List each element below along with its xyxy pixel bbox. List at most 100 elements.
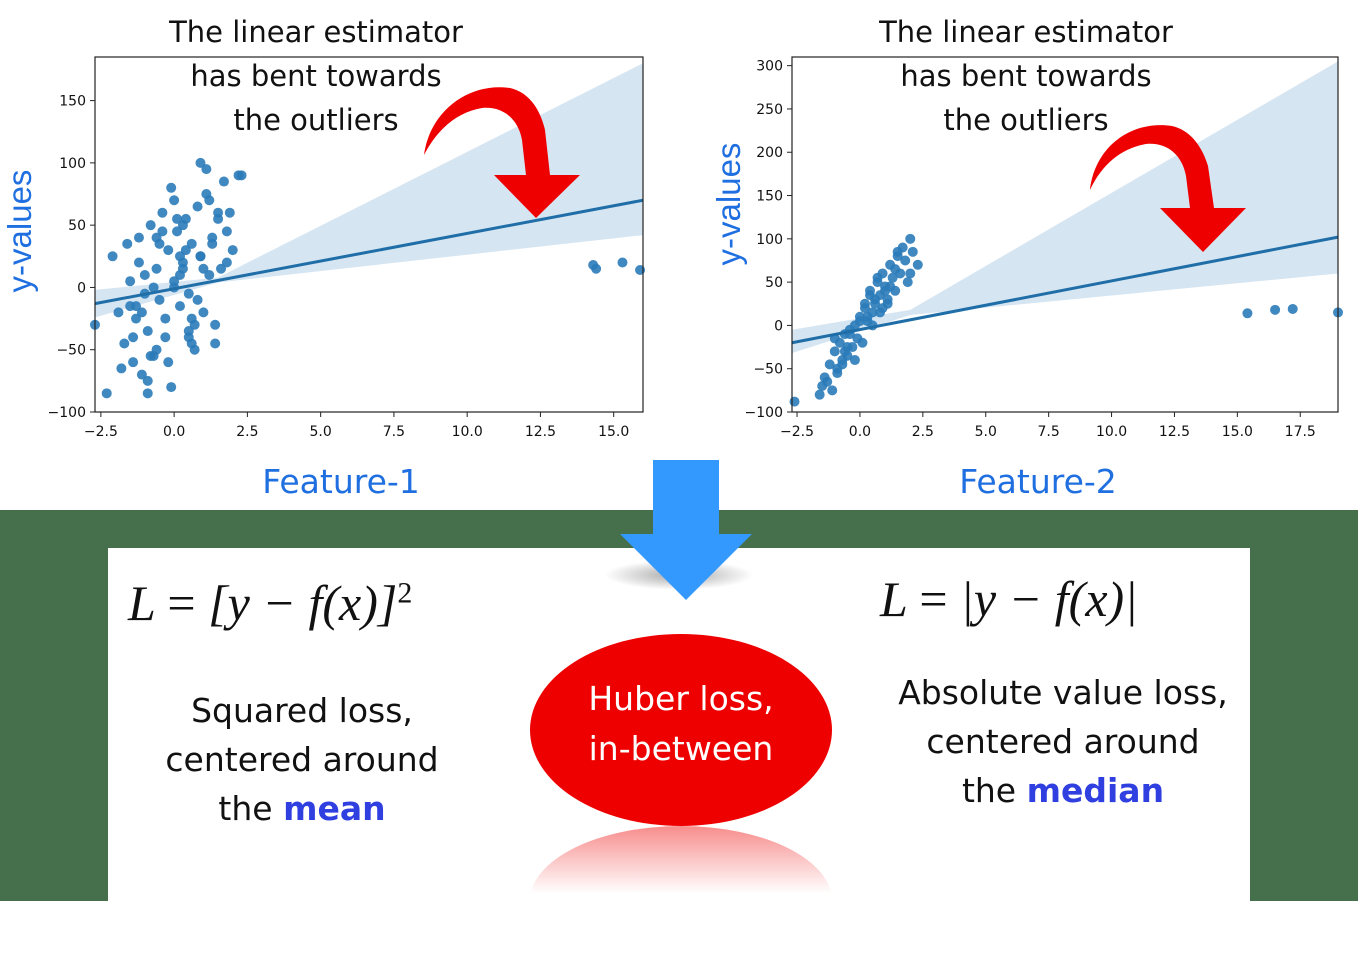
scatter-point bbox=[900, 255, 911, 266]
scatter-point bbox=[166, 382, 177, 393]
scatter-point bbox=[154, 294, 165, 305]
x-tick-label: 15.0 bbox=[1222, 424, 1253, 440]
annotation-line: has bent towards bbox=[900, 59, 1152, 93]
scatter-point bbox=[617, 257, 628, 268]
x-tick-label: 5.0 bbox=[975, 424, 997, 440]
scatter-point bbox=[837, 359, 848, 370]
huber-line: Huber loss, bbox=[588, 679, 774, 718]
y-tick-label: 300 bbox=[756, 59, 783, 75]
scatter-point bbox=[128, 332, 139, 343]
scatter-point bbox=[221, 257, 232, 268]
scatter-point bbox=[865, 290, 875, 301]
y-tick-label: 50 bbox=[765, 275, 783, 291]
scatter-points bbox=[90, 157, 646, 399]
scatter-point bbox=[1242, 308, 1253, 319]
x-tick-label: 17.5 bbox=[1285, 424, 1316, 440]
formula-exponent: 2 bbox=[397, 576, 413, 610]
scatter-point bbox=[204, 195, 215, 206]
y-tick-label: −100 bbox=[48, 405, 86, 421]
scatter-point bbox=[136, 369, 147, 380]
description-line: the median bbox=[882, 766, 1244, 815]
formula-body: |y − f(x)| bbox=[960, 571, 1138, 627]
regression-line bbox=[94, 198, 644, 306]
plot-frame bbox=[94, 56, 644, 413]
formula-body: [y − f(x)] bbox=[208, 575, 398, 631]
scatter-point bbox=[122, 238, 133, 249]
scatter-point bbox=[905, 233, 916, 244]
y-tick-label: −100 bbox=[745, 405, 783, 421]
scatter-point bbox=[201, 164, 212, 175]
y-tick-label: 0 bbox=[77, 280, 86, 296]
description-line: Absolute value loss, bbox=[898, 673, 1228, 712]
scatter-point bbox=[145, 350, 156, 361]
x-axis-label-left: Feature-1 bbox=[262, 462, 420, 501]
x-tick-label: 2.5 bbox=[236, 424, 258, 440]
x-tick-label: 10.0 bbox=[452, 424, 483, 440]
red-curved-arrow-icon bbox=[424, 87, 580, 218]
y-tick-label: 250 bbox=[756, 102, 783, 118]
scatter-point bbox=[902, 277, 913, 288]
y-tick-label: 200 bbox=[756, 145, 783, 161]
scatter-point bbox=[186, 238, 197, 249]
scatter-point bbox=[148, 282, 159, 293]
scatter-point bbox=[192, 201, 203, 212]
huber-loss-label: Huber loss, in-between bbox=[530, 674, 832, 774]
scatter-point bbox=[174, 301, 185, 312]
scatter-point bbox=[236, 170, 247, 181]
annotation-line: has bent towards bbox=[190, 59, 442, 93]
y-tick-label: 50 bbox=[68, 218, 86, 234]
scatter-point bbox=[107, 251, 118, 262]
scatter-point bbox=[1270, 304, 1281, 315]
x-tick-label: 0.0 bbox=[163, 424, 185, 440]
scatter-point bbox=[142, 326, 153, 337]
scatter-point bbox=[131, 301, 142, 312]
y-tick-label: 150 bbox=[756, 189, 783, 205]
scatter-point bbox=[849, 355, 860, 366]
x-tick-label: 12.5 bbox=[1159, 424, 1190, 440]
x-tick-label: −2.5 bbox=[780, 424, 814, 440]
y-tick-label: −50 bbox=[56, 343, 86, 359]
highlight-mean: mean bbox=[283, 789, 386, 828]
annotation-right: The linear estimator has bent towards th… bbox=[856, 10, 1196, 142]
scatter-point bbox=[854, 316, 865, 327]
scatter-point bbox=[119, 338, 130, 349]
scatter-point bbox=[839, 346, 850, 357]
red-curved-arrows bbox=[424, 87, 1246, 252]
huber-line: in-between bbox=[588, 729, 774, 768]
scatter-point bbox=[142, 388, 153, 399]
scatter-point bbox=[221, 226, 232, 237]
scatter-point bbox=[163, 245, 174, 256]
blue-down-arrow-icon bbox=[620, 460, 752, 600]
scatter-point bbox=[183, 288, 194, 299]
scatter-point bbox=[892, 246, 903, 257]
formula-lhs: L bbox=[128, 575, 155, 631]
scatter-points bbox=[789, 233, 1343, 407]
scatter-point bbox=[204, 269, 215, 280]
scatter-point bbox=[912, 259, 923, 270]
formula-equals: = bbox=[167, 575, 196, 631]
scatter-point bbox=[177, 220, 188, 231]
confidence-band bbox=[792, 61, 1338, 354]
scatter-point bbox=[157, 207, 168, 218]
description-line: Squared loss, bbox=[191, 691, 413, 730]
scatter-point bbox=[817, 381, 828, 392]
scatter-point bbox=[169, 195, 180, 206]
scatter-point bbox=[905, 268, 916, 279]
scatter-point bbox=[151, 263, 162, 274]
scatter-point bbox=[174, 251, 185, 262]
scatter-point bbox=[210, 338, 221, 349]
scatter-point bbox=[172, 226, 183, 237]
absolute-loss-formula: L = |y − f(x)| bbox=[880, 570, 1138, 628]
scatter-point bbox=[870, 298, 881, 309]
scatter-point bbox=[142, 375, 153, 386]
annotation-line: The linear estimator bbox=[879, 15, 1173, 49]
scatter-point bbox=[890, 264, 901, 275]
scatter-point bbox=[862, 311, 873, 322]
x-tick-label: 12.5 bbox=[525, 424, 556, 440]
y-tick-label: 150 bbox=[59, 94, 86, 110]
scatter-point bbox=[145, 220, 156, 231]
annotation-line: The linear estimator bbox=[169, 15, 463, 49]
scatter-point bbox=[125, 276, 136, 287]
x-axis-label-right: Feature-2 bbox=[959, 462, 1117, 501]
description-prefix: the bbox=[218, 789, 284, 828]
